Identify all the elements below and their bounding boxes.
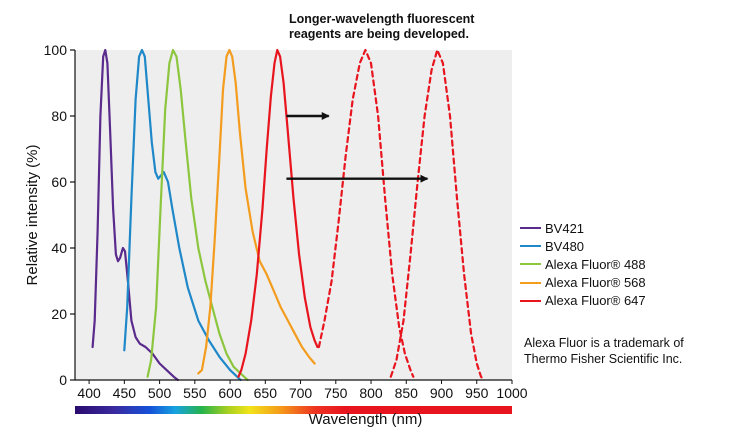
legend-swatch <box>520 245 541 248</box>
y-tick-label: 80 <box>51 108 67 124</box>
x-tick-label: 550 <box>183 385 207 401</box>
x-tick-label: 400 <box>77 385 101 401</box>
legend-label: Alexa Fluor® 488 <box>545 256 646 272</box>
legend-swatch <box>520 263 541 266</box>
x-tick-label: 800 <box>359 385 383 401</box>
x-tick-label: 750 <box>324 385 348 401</box>
legend-item: Alexa Fluor® 647 <box>520 292 646 310</box>
x-tick-label: 650 <box>254 385 278 401</box>
series-line <box>197 48 316 375</box>
y-tick-label: 0 <box>59 372 67 388</box>
series-line <box>146 48 249 382</box>
x-tick-label: 450 <box>113 385 137 401</box>
series-line <box>237 48 319 378</box>
trademark-note-line-1: Alexa Fluor is a trademark of <box>524 336 684 350</box>
spectrum-bar <box>75 406 512 414</box>
legend-label: BV480 <box>545 238 585 254</box>
y-tick-label: 100 <box>44 42 68 58</box>
legend-label: BV421 <box>545 220 585 236</box>
y-tick-label: 20 <box>51 306 67 322</box>
x-tick-label: 700 <box>289 385 313 401</box>
y-tick-label: 60 <box>51 174 67 190</box>
annotation: Longer-wavelength fluorescent reagents a… <box>289 12 474 41</box>
x-tick-label: 500 <box>148 385 172 401</box>
legend-item: BV421 <box>520 219 646 237</box>
y-tick-label: 40 <box>51 240 67 256</box>
legend-label: Alexa Fluor® 647 <box>545 293 646 309</box>
annotation-line-1: Longer-wavelength fluorescent <box>289 12 475 26</box>
x-axis-label-text: Wavelength (nm) <box>308 411 423 428</box>
legend-item: Alexa Fluor® 568 <box>520 274 646 292</box>
x-tick-label: 900 <box>430 385 454 401</box>
y-axis-label: Relative intensity (%) <box>24 145 41 286</box>
series-line <box>91 48 179 382</box>
legend-swatch <box>520 281 541 284</box>
legend-label: Alexa Fluor® 568 <box>545 275 646 291</box>
trademark-note: Alexa Fluor is a trademark of Thermo Fis… <box>524 335 729 367</box>
legend-swatch <box>520 299 541 302</box>
legend-swatch <box>520 227 541 230</box>
x-tick-label: 1000 <box>496 385 527 401</box>
trademark-note-line-2: Thermo Fisher Scientific Inc. <box>524 352 683 366</box>
x-tick-label: 600 <box>218 385 242 401</box>
series-line <box>389 48 485 382</box>
x-tick-label: 850 <box>395 385 419 401</box>
series-line <box>317 48 415 378</box>
legend: BV421 BV480 Alexa Fluor® 488 Alexa Fluor… <box>520 219 646 310</box>
x-axis-label: Wavelength (nm) <box>0 411 731 428</box>
x-tick-label: 950 <box>465 385 489 401</box>
legend-item: BV480 <box>520 237 646 255</box>
legend-item: Alexa Fluor® 488 <box>520 255 646 273</box>
annotation-line-2: reagents are being developed. <box>289 26 469 41</box>
